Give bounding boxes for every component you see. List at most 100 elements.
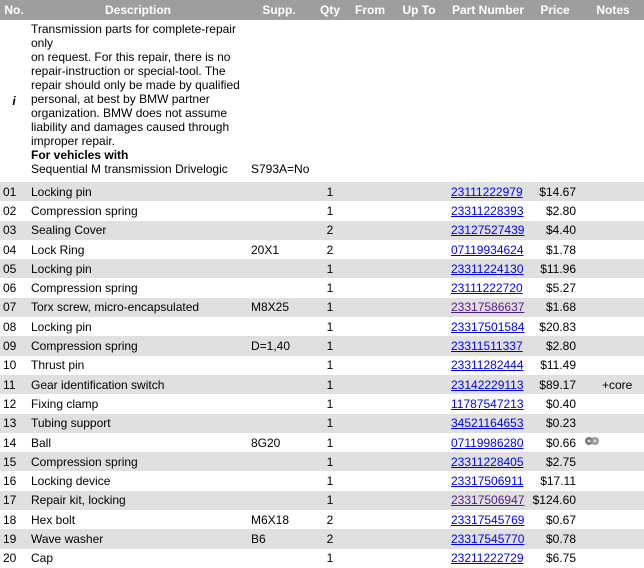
part-row: 07 Torx screw, micro-encapsulated M8X25 1 23… bbox=[0, 297, 644, 318]
up-to bbox=[390, 452, 448, 472]
part-number-link[interactable]: 23111222979 bbox=[451, 184, 523, 199]
header-row: No. Description Supp. Qty From Up To Part Numb… bbox=[0, 0, 644, 20]
from bbox=[350, 182, 390, 202]
part-number-link[interactable]: 11787547213 bbox=[451, 396, 524, 411]
empty-cell bbox=[528, 20, 582, 182]
supp-text: S793A=No bbox=[251, 162, 310, 176]
notes bbox=[582, 510, 644, 529]
description: Compression spring bbox=[28, 336, 248, 356]
part-row: 04 Lock Ring 20X1 2 07119934624 $1.78 bbox=[0, 240, 644, 259]
quantity: 1 bbox=[310, 297, 350, 318]
notes bbox=[582, 297, 644, 318]
notes bbox=[582, 549, 644, 568]
part-number-link[interactable]: 23311224130 bbox=[451, 261, 524, 276]
from bbox=[350, 336, 390, 356]
part-number-cell: 23311511337 bbox=[448, 336, 528, 356]
price: $4.40 bbox=[528, 220, 582, 240]
notes: +core bbox=[582, 374, 644, 395]
part-number-cell: 11787547213 bbox=[448, 394, 528, 413]
info-text: on request. For this repair, there is no… bbox=[31, 50, 240, 148]
part-number-link[interactable]: 23311228405 bbox=[451, 454, 524, 469]
price: $6.75 bbox=[545, 551, 576, 566]
part-number-link[interactable]: 23317545769 bbox=[451, 512, 525, 527]
row-number: 05 bbox=[0, 259, 28, 279]
row-number: 20 bbox=[3, 551, 17, 566]
part-number-cell: 23311282444 bbox=[448, 356, 528, 375]
price: $89.17 bbox=[528, 374, 582, 395]
part-number-link[interactable]: 23311282444 bbox=[451, 358, 524, 373]
info-marker: i bbox=[12, 94, 16, 108]
supplement bbox=[248, 471, 310, 490]
part-number-link[interactable]: 23317586637 bbox=[451, 300, 525, 315]
quantity: 1 bbox=[326, 203, 334, 218]
part-row: 05 Locking pin 1 23311224130 $11.96 bbox=[0, 259, 644, 279]
column-header: Qty bbox=[310, 0, 350, 20]
description: Sealing Cover bbox=[28, 220, 248, 240]
description: Thrust pin bbox=[31, 358, 85, 373]
up-to bbox=[390, 549, 448, 568]
supplement bbox=[248, 356, 310, 375]
supplement bbox=[248, 278, 310, 297]
description: Compression spring bbox=[31, 203, 138, 218]
note-icon[interactable] bbox=[584, 435, 600, 447]
price: $1.68 bbox=[528, 297, 582, 318]
part-number-link[interactable]: 23211222729 bbox=[451, 551, 524, 566]
part-number-link[interactable]: 23317545770 bbox=[451, 531, 525, 546]
part-number-link[interactable]: 23311228393 bbox=[451, 203, 524, 218]
price: $2.75 bbox=[528, 452, 582, 472]
notes bbox=[582, 413, 644, 433]
from bbox=[350, 356, 390, 375]
up-to bbox=[390, 510, 448, 529]
price: $2.80 bbox=[545, 203, 576, 218]
notes bbox=[582, 201, 644, 220]
quantity: 1 bbox=[326, 396, 334, 411]
notes bbox=[582, 433, 644, 452]
row-number: 15 bbox=[0, 452, 28, 472]
part-number-link[interactable]: 23311511337 bbox=[451, 339, 523, 354]
part-number-link[interactable]: 07119934624 bbox=[451, 242, 524, 257]
supplement: M8X25 bbox=[248, 297, 310, 318]
row-number: 11 bbox=[0, 374, 28, 395]
up-to bbox=[390, 336, 448, 356]
part-number-link[interactable]: 23317506947 bbox=[451, 493, 525, 508]
up-to bbox=[390, 413, 448, 433]
column-header: Notes bbox=[582, 0, 644, 20]
price: $0.40 bbox=[545, 396, 576, 411]
part-number-link[interactable]: 23111222720 bbox=[451, 281, 523, 296]
up-to bbox=[390, 529, 448, 549]
part-number-link[interactable]: 23142229113 bbox=[451, 377, 524, 392]
part-number-link[interactable]: 07119986280 bbox=[451, 435, 524, 450]
part-number-link[interactable]: 23317501584 bbox=[451, 319, 525, 334]
from bbox=[350, 201, 390, 220]
part-row: 19 Wave washer B6 2 23317545770 $0.78 bbox=[0, 529, 644, 549]
price: $0.23 bbox=[528, 413, 582, 433]
row-number: 03 bbox=[0, 220, 28, 240]
part-number-link[interactable]: 34521164653 bbox=[451, 416, 524, 431]
part-row: 18 Hex bolt M6X18 2 23317545769 $0.67 bbox=[0, 510, 644, 529]
from bbox=[350, 549, 390, 568]
description: Gear identification switch bbox=[28, 374, 248, 395]
part-row: 02 Compression spring 1 23311228393 $2.80 bbox=[0, 201, 644, 220]
notes bbox=[582, 220, 644, 240]
up-to bbox=[390, 374, 448, 395]
column-header: Part Number bbox=[448, 0, 528, 20]
column-header: Description bbox=[28, 0, 248, 20]
info-text: Transmission parts for complete-repair o… bbox=[31, 22, 236, 50]
price: $0.67 bbox=[545, 512, 576, 527]
description: Repair kit, locking bbox=[28, 490, 248, 511]
row-number: 10 bbox=[3, 358, 17, 373]
column-header: Up To bbox=[390, 0, 448, 20]
part-number-link[interactable]: 23317506911 bbox=[451, 474, 524, 489]
notes bbox=[582, 356, 644, 375]
up-to bbox=[390, 490, 448, 511]
supplement bbox=[248, 374, 310, 395]
notes bbox=[582, 529, 644, 549]
up-to bbox=[390, 259, 448, 279]
price: $1.78 bbox=[545, 242, 576, 257]
part-number-link[interactable]: 23127527439 bbox=[451, 223, 525, 238]
part-row: 16 Locking device 1 23317506911 $17.11 bbox=[0, 471, 644, 490]
description: Compression spring bbox=[31, 281, 138, 296]
quantity: 2 bbox=[310, 220, 350, 240]
quantity: 2 bbox=[326, 512, 334, 527]
